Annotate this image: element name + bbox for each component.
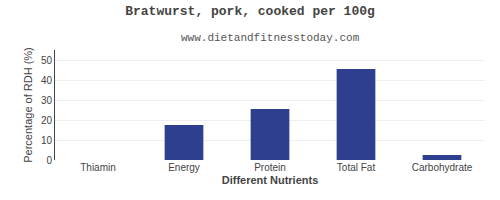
svg-text:Bratwurst, pork, cooked per 10: Bratwurst, pork, cooked per 100g	[125, 4, 375, 19]
svg-text:Carbohydrate: Carbohydrate	[412, 162, 473, 173]
svg-text:Total Fat: Total Fat	[337, 162, 376, 173]
svg-text:0: 0	[46, 155, 52, 166]
svg-text:Different Nutrients: Different Nutrients	[222, 174, 319, 186]
svg-text:40: 40	[41, 75, 53, 86]
svg-text:Protein: Protein	[254, 162, 286, 173]
svg-text:Percentage of RDH (%): Percentage of RDH (%)	[22, 47, 34, 163]
svg-text:Energy: Energy	[168, 162, 200, 173]
svg-text:20: 20	[41, 115, 53, 126]
svg-text:Thiamin: Thiamin	[80, 162, 116, 173]
svg-text:www.dietandfitnesstoday.com: www.dietandfitnesstoday.com	[181, 32, 360, 44]
svg-text:50: 50	[41, 55, 53, 66]
svg-text:10: 10	[41, 135, 53, 146]
svg-text:30: 30	[41, 95, 53, 106]
